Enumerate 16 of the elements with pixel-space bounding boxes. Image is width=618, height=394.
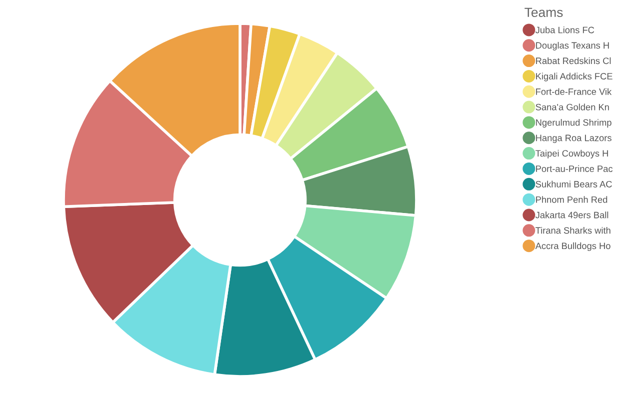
legend-label: Phnom Penh Red — [536, 196, 608, 203]
legend-label: Fort-de-France Vik — [536, 88, 612, 95]
legend-label: Hanga Roa Lazors — [536, 134, 612, 143]
legend-label: Rabat Redskins Cl — [536, 57, 611, 64]
legend-label: Sukhumi Bears AC — [536, 180, 612, 188]
legend-label: Douglas Texans H — [536, 42, 609, 50]
legend-title: Teams — [524, 8, 563, 18]
legend-label: Jakarta 49ers Ball — [535, 212, 608, 218]
legend-label: Port-au-Prince Pac — [536, 165, 613, 172]
legend-label: Kigali Addicks FCE — [536, 72, 612, 82]
legend-label: Ngerulmud Shrimp — [536, 119, 612, 128]
legend-label: Tirana Sharks with — [536, 226, 610, 234]
legend-label: Taipei Cowboys H — [536, 150, 608, 158]
legend-label: Sana'a Golden Kn — [536, 104, 609, 110]
legend-label: Juba Lions FC — [535, 26, 594, 34]
legend-label: Accra Bulldogs Ho — [535, 242, 610, 251]
